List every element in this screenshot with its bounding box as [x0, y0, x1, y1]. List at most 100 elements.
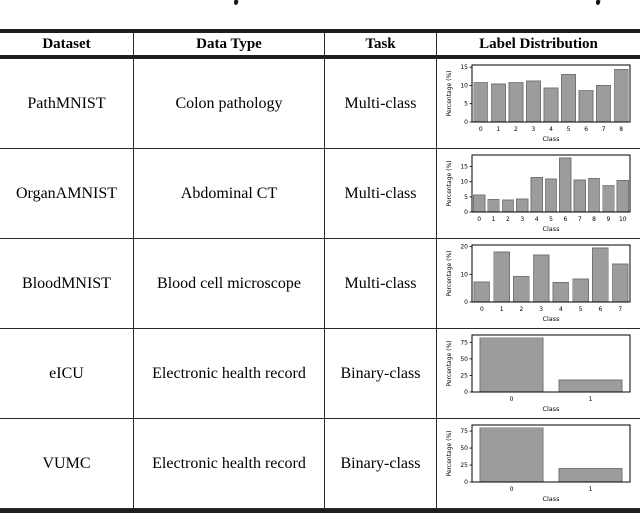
svg-text:10: 10	[618, 216, 626, 223]
label-distribution-chart: 0 5 10 15 0 1 2 3 4 5 6 7 8 Class Percentage (%)	[446, 64, 630, 143]
svg-text:2: 2	[513, 126, 517, 133]
svg-text:3: 3	[531, 126, 535, 133]
dataset-cell: PathMNIST	[27, 94, 106, 112]
svg-text:5: 5	[566, 126, 570, 133]
svg-text:5: 5	[464, 193, 468, 200]
table-row: PathMNIST Colon pathology Multi-class 0 5…	[0, 59, 640, 149]
col-header-data-type: Data Type	[133, 33, 324, 55]
svg-text:0: 0	[464, 479, 468, 486]
svg-text:Percentage (%): Percentage (%)	[446, 430, 453, 476]
cropped-caption-fragment	[595, 0, 601, 6]
svg-text:Class: Class	[542, 405, 560, 413]
datasets-table: Dataset Data Type Task Label Distributio…	[0, 29, 640, 513]
svg-text:Percentage (%): Percentage (%)	[446, 70, 453, 116]
svg-text:50: 50	[460, 445, 468, 452]
label-distribution-chart: 0 10 20 0 1 2 3 4 5 6 7 Class Percentage (%)	[446, 243, 630, 323]
svg-text:4: 4	[549, 126, 553, 133]
svg-text:1: 1	[496, 126, 500, 133]
svg-text:75: 75	[460, 428, 468, 435]
svg-text:10: 10	[460, 178, 468, 185]
svg-text:15: 15	[460, 163, 468, 170]
svg-text:4: 4	[534, 216, 538, 223]
label-distribution-chart: 0 25 50 75 0 1 Class Percentage (%)	[446, 424, 630, 503]
svg-text:6: 6	[598, 306, 602, 313]
svg-text:2: 2	[505, 216, 509, 223]
svg-text:7: 7	[577, 216, 581, 223]
label-distribution-cell: 0 10 20 0 1 2 3 4 5 6 7 Class Percentage (%)	[436, 239, 640, 328]
data-type-cell: Colon pathology	[133, 59, 324, 148]
dataset-cell: eICU	[49, 364, 84, 382]
svg-text:5: 5	[464, 100, 468, 107]
label-distribution-cell: 0 5 10 15 0 1 2 3 4 5 6 7 8 Class Percentage (%)	[436, 59, 640, 148]
svg-text:8: 8	[619, 126, 623, 133]
data-type-cell: Electronic health record	[133, 329, 324, 418]
task-cell: Binary-class	[324, 419, 436, 508]
svg-text:75: 75	[460, 339, 468, 346]
label-distribution-chart: 0 5 10 15 0 1 2 3 4 5 6 7 8 9 10 Class Percentage (%)	[446, 154, 630, 233]
svg-text:9: 9	[606, 216, 610, 223]
data-type-cell: Abdominal CT	[133, 149, 324, 238]
svg-text:Class: Class	[542, 135, 560, 143]
svg-text:1: 1	[499, 306, 503, 313]
svg-text:5: 5	[549, 216, 553, 223]
table-bottom-rule	[0, 509, 640, 513]
svg-text:8: 8	[592, 216, 596, 223]
col-header-task: Task	[324, 33, 436, 55]
task-cell: Binary-class	[324, 329, 436, 418]
svg-text:25: 25	[460, 372, 468, 379]
svg-text:0: 0	[464, 299, 468, 306]
svg-text:0: 0	[464, 389, 468, 396]
svg-text:0: 0	[509, 396, 513, 403]
svg-text:20: 20	[460, 243, 468, 250]
svg-text:15: 15	[460, 64, 468, 71]
table-row: BloodMNIST Blood cell microscope Multi-c…	[0, 239, 640, 329]
label-distribution-chart: 0 25 50 75 0 1 Class Percentage (%)	[446, 334, 630, 413]
svg-text:3: 3	[520, 216, 524, 223]
table-header-row: Dataset Data Type Task Label Distributio…	[0, 33, 640, 55]
col-header-label-distribution: Label Distribution	[436, 33, 640, 55]
header-bottom-rule	[0, 55, 640, 59]
svg-text:1: 1	[588, 486, 592, 493]
svg-text:Class: Class	[542, 315, 560, 323]
svg-text:1: 1	[491, 216, 495, 223]
task-cell: Multi-class	[324, 59, 436, 148]
dataset-cell: OrganAMNIST	[15, 184, 118, 202]
svg-text:3: 3	[539, 306, 543, 313]
data-type-cell: Blood cell microscope	[133, 239, 324, 328]
svg-text:Class: Class	[542, 225, 560, 233]
svg-text:0: 0	[509, 486, 513, 493]
cropped-caption-fragment	[233, 0, 239, 6]
task-cell: Multi-class	[324, 239, 436, 328]
svg-text:50: 50	[460, 355, 468, 362]
table-row: VUMC Electronic health record Binary-cla…	[0, 419, 640, 509]
svg-text:Percentage (%): Percentage (%)	[446, 160, 453, 206]
svg-text:0: 0	[477, 216, 481, 223]
data-type-cell: Electronic health record	[133, 419, 324, 508]
col-header-dataset: Dataset	[42, 36, 91, 52]
svg-text:10: 10	[460, 82, 468, 89]
svg-text:2: 2	[519, 306, 523, 313]
svg-text:6: 6	[563, 216, 567, 223]
task-cell: Multi-class	[324, 149, 436, 238]
svg-text:1: 1	[588, 396, 592, 403]
svg-text:0: 0	[478, 126, 482, 133]
svg-text:Percentage (%): Percentage (%)	[446, 340, 453, 386]
dataset-cell: VUMC	[42, 454, 91, 472]
dataset-cell: BloodMNIST	[22, 274, 111, 292]
table-row: OrganAMNIST Abdominal CT Multi-class 0 5 1…	[0, 149, 640, 239]
label-distribution-cell: 0 25 50 75 0 1 Class Percentage (%)	[436, 329, 640, 418]
svg-text:25: 25	[460, 462, 468, 469]
svg-text:0: 0	[464, 209, 468, 216]
svg-text:7: 7	[601, 126, 605, 133]
svg-text:4: 4	[558, 306, 562, 313]
table-top-rule	[0, 29, 640, 33]
svg-text:0: 0	[464, 119, 468, 126]
table-row: eICU Electronic health record Binary-cla…	[0, 329, 640, 419]
label-distribution-cell: 0 5 10 15 0 1 2 3 4 5 6 7 8 9 10 Class Percentage (%)	[436, 149, 640, 238]
svg-text:10: 10	[460, 271, 468, 278]
svg-text:7: 7	[618, 306, 622, 313]
svg-text:0: 0	[479, 306, 483, 313]
svg-text:6: 6	[584, 126, 588, 133]
svg-text:Class: Class	[542, 495, 560, 503]
